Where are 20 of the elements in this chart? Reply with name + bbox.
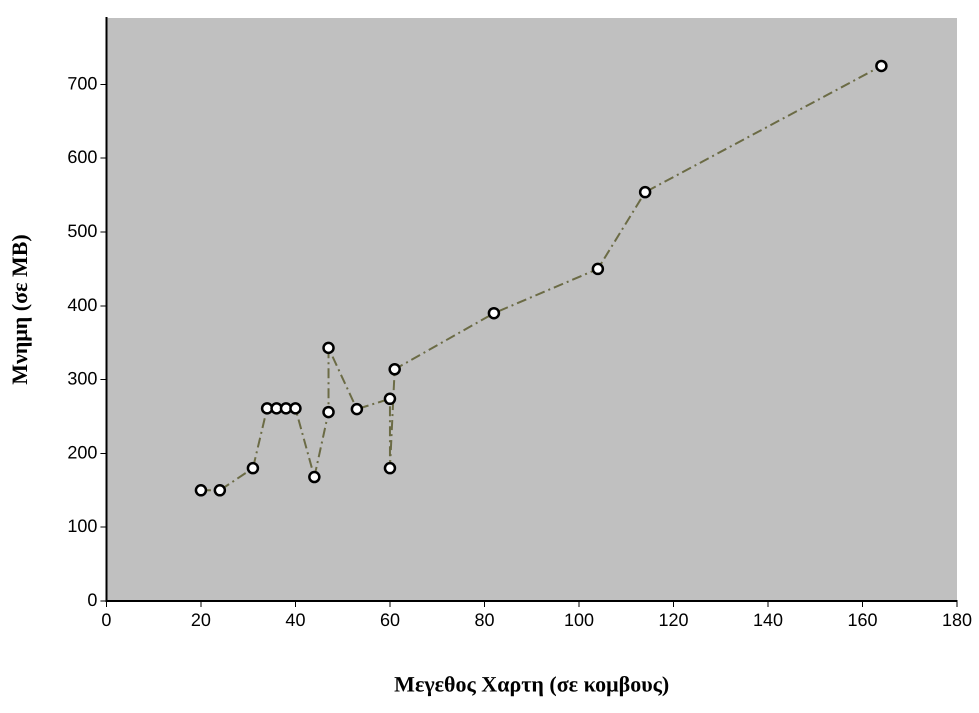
x-tick-label: 180 bbox=[942, 610, 972, 630]
y-tick-label: 600 bbox=[67, 147, 98, 168]
x-axis-title: Μεγεθος Χαρτη (σε κομβους) bbox=[394, 671, 670, 696]
x-tick-label: 40 bbox=[285, 610, 306, 630]
x-tick-label: 0 bbox=[101, 610, 112, 630]
y-tick-label: 400 bbox=[67, 294, 98, 315]
x-tick-label: 140 bbox=[752, 610, 784, 630]
x-tick-label: 160 bbox=[847, 610, 878, 630]
x-tick-label: 20 bbox=[190, 610, 211, 630]
y-tick-label: 0 bbox=[87, 590, 98, 610]
y-axis-title: Μνημη (σε MB) bbox=[6, 234, 32, 385]
y-tick-label: 200 bbox=[67, 442, 98, 462]
y-tick-label: 100 bbox=[67, 516, 98, 536]
x-tick-label: 120 bbox=[658, 610, 688, 630]
x-tick-label: 100 bbox=[564, 610, 594, 630]
y-tick-label: 500 bbox=[67, 220, 98, 241]
y-tick-label: 700 bbox=[67, 73, 98, 94]
x-tick-label: 60 bbox=[380, 610, 400, 630]
x-tick-label: 80 bbox=[474, 610, 494, 630]
y-tick-label: 300 bbox=[67, 368, 98, 389]
